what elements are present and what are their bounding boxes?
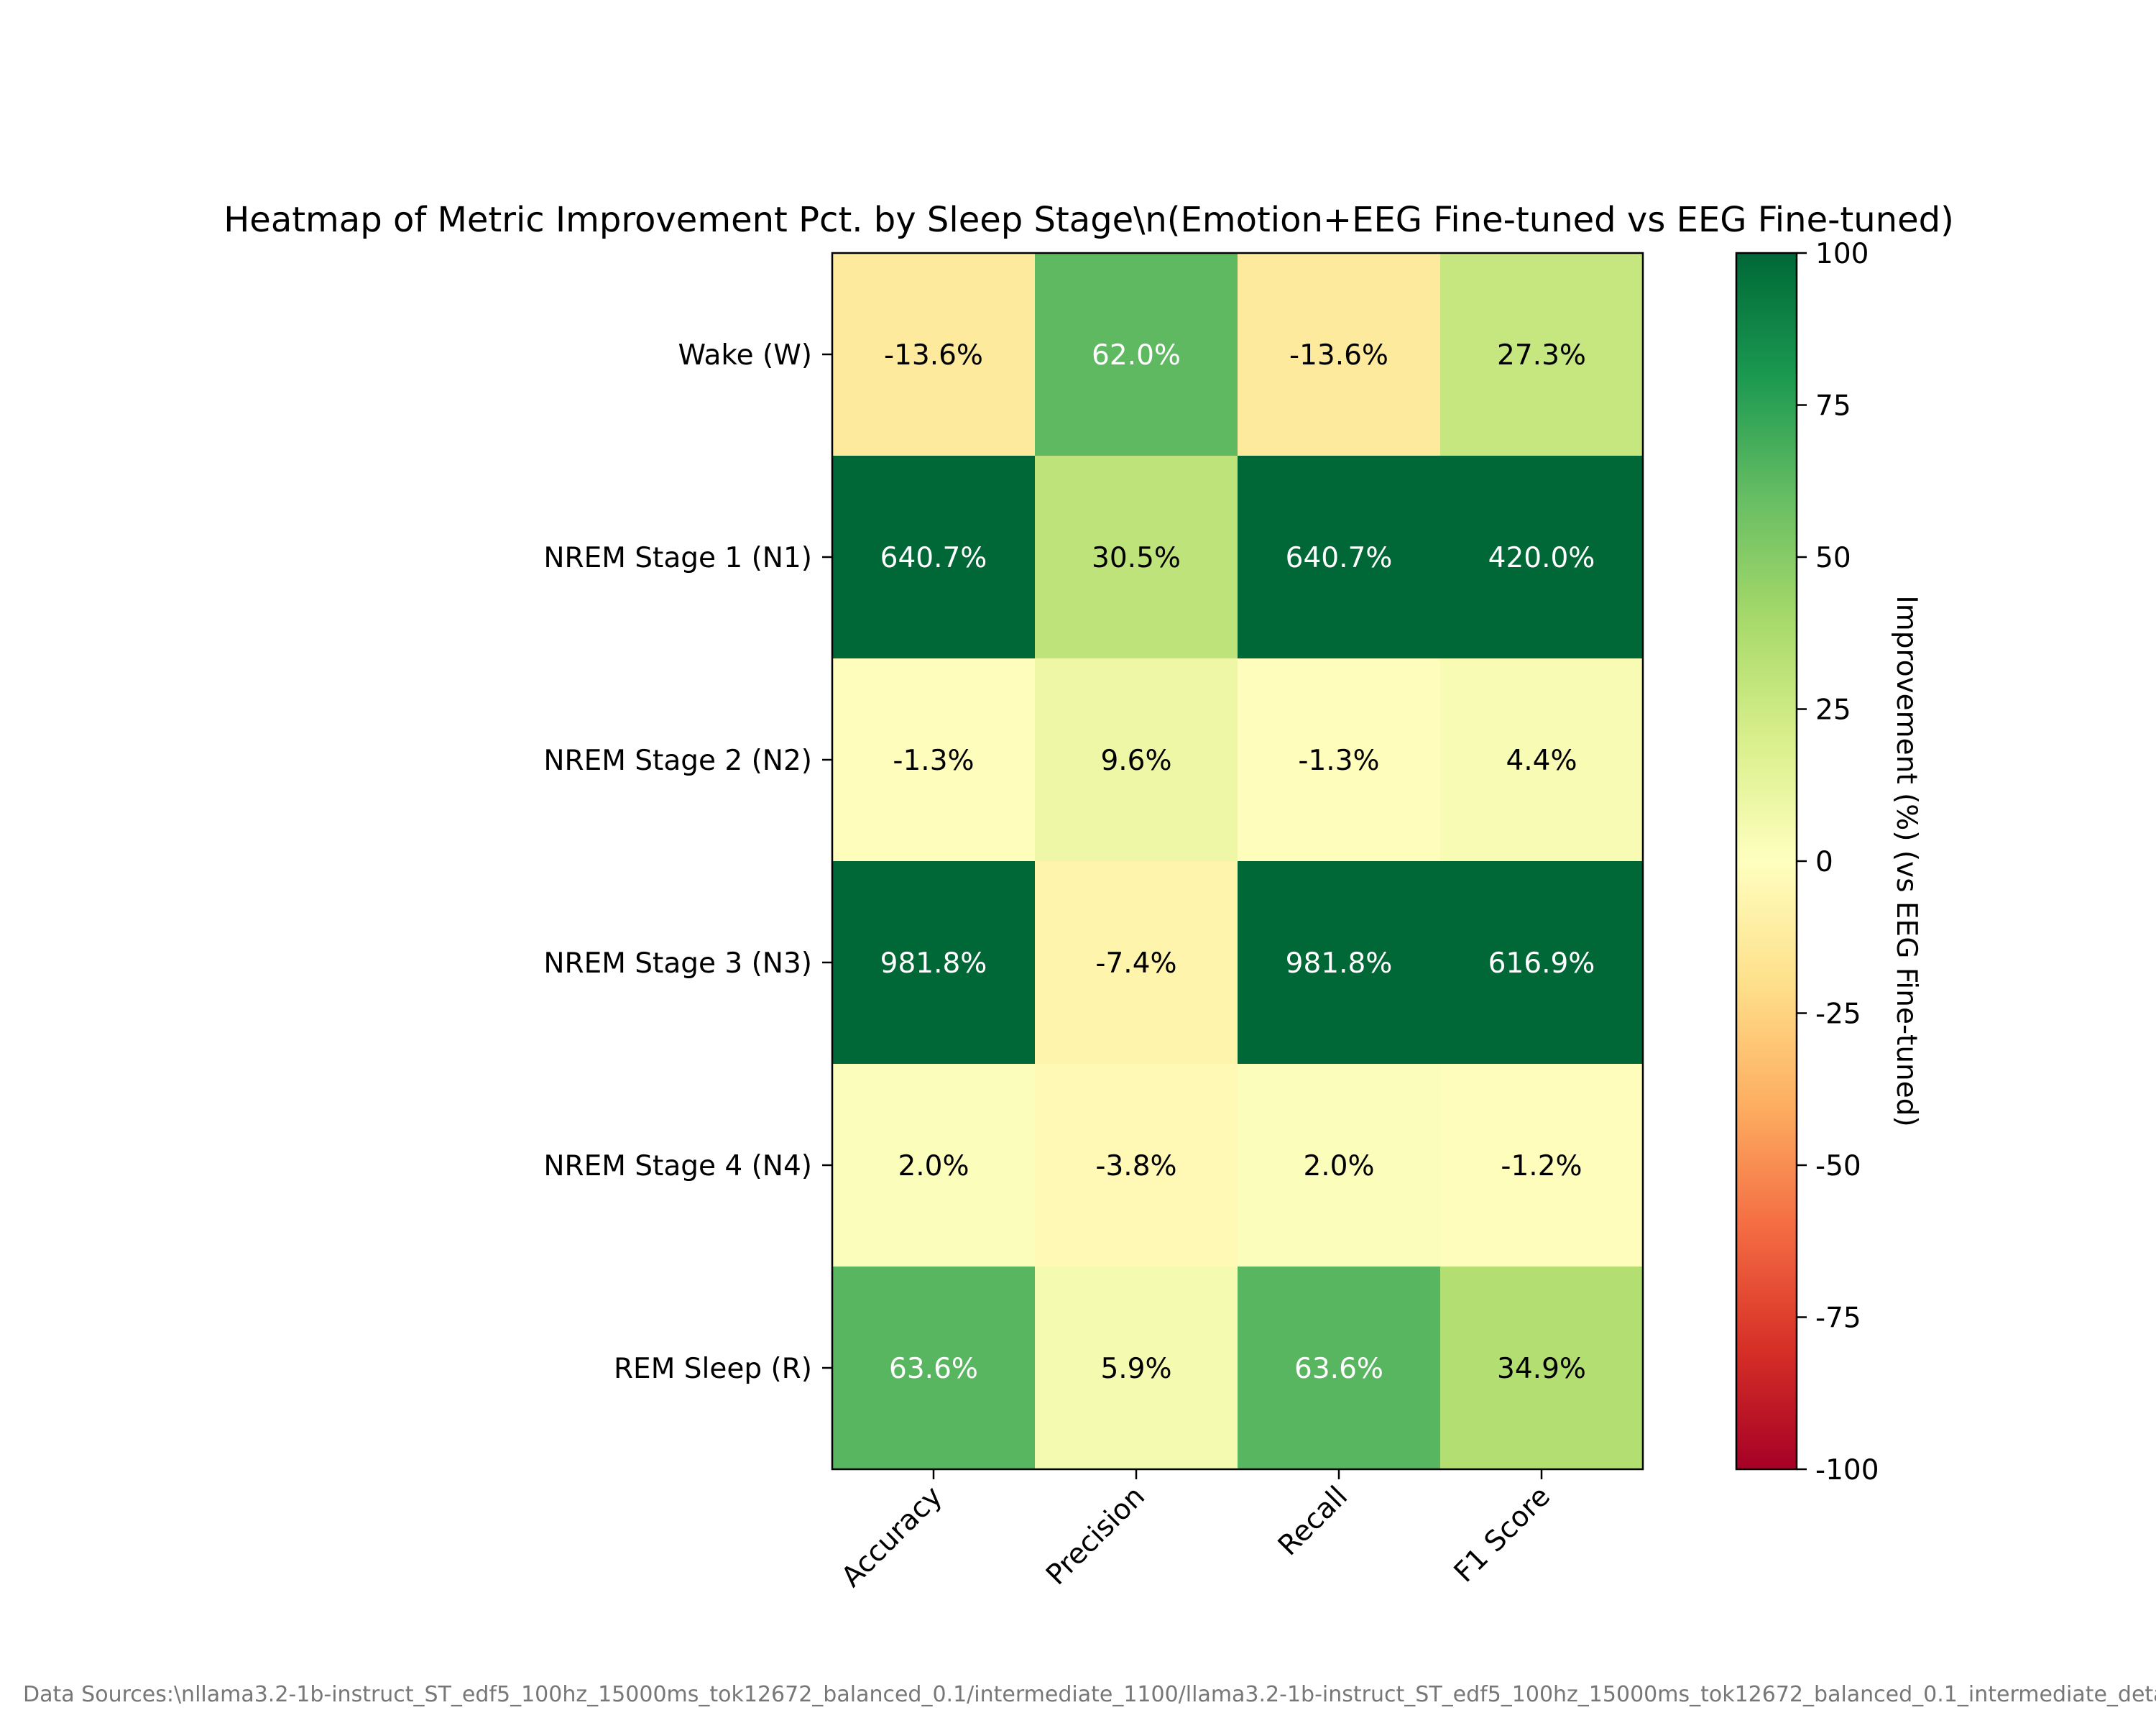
cell-value-label: 62.0%: [1092, 339, 1181, 372]
y-tick-label: NREM Stage 2 (N2): [543, 745, 812, 777]
cell-value-label: -1.3%: [893, 745, 974, 777]
y-tick-label: REM Sleep (R): [614, 1353, 812, 1385]
heatmap-cell: [1035, 1064, 1238, 1267]
heatmap-cell: [1238, 253, 1441, 456]
cell-value-label: -3.8%: [1095, 1150, 1176, 1182]
heatmap-cell: [1035, 456, 1238, 659]
x-tick-label: F1 Score: [1448, 1480, 1557, 1589]
heatmap-frame: [831, 252, 1644, 1471]
heatmap-cell: [832, 861, 1036, 1065]
colorbar-tick-label: 25: [1815, 694, 1851, 727]
heatmap-cell: [1035, 861, 1238, 1065]
y-tick-label: Wake (W): [678, 339, 812, 372]
heatmap-cell: [1035, 253, 1238, 456]
cell-value-label: 27.3%: [1497, 339, 1586, 372]
colorbar-tick-label: -75: [1815, 1302, 1861, 1335]
heatmap-cell: [1440, 253, 1644, 456]
heatmap-cell: [1035, 1267, 1238, 1470]
cell-value-label: 420.0%: [1488, 542, 1595, 574]
heatmap-cell: [832, 253, 1036, 456]
chart-title: Heatmap of Metric Improvement Pct. by Sl…: [224, 200, 1954, 240]
cell-value-label: -1.2%: [1501, 1150, 1582, 1182]
cell-value-label: 63.6%: [1294, 1353, 1383, 1385]
heatmap-cell: [1440, 658, 1644, 862]
colorbar-tick-label: -25: [1815, 998, 1861, 1031]
colorbar-tick-label: 50: [1815, 542, 1851, 574]
y-tick-label: NREM Stage 1 (N1): [543, 542, 812, 574]
cell-value-label: -7.4%: [1095, 947, 1176, 980]
heatmap-cell: [832, 1064, 1036, 1267]
heatmap-cell: [1035, 658, 1238, 862]
heatmap-cell: [1238, 456, 1441, 659]
y-tick-label: NREM Stage 4 (N4): [543, 1150, 812, 1182]
colorbar-gradient: [1736, 253, 1797, 1469]
cell-value-label: 981.8%: [1286, 947, 1393, 980]
cell-value-label: 30.5%: [1092, 542, 1181, 574]
heatmap-cell: [1238, 1267, 1441, 1470]
x-tick-label: Precision: [1040, 1480, 1151, 1591]
colorbar-label: Improvement (%) (vs EEG Fine-tuned): [1890, 595, 1922, 1126]
cell-value-label: 34.9%: [1497, 1353, 1586, 1385]
cell-value-label: 640.7%: [1286, 542, 1393, 574]
colorbar-tick-label: 0: [1815, 846, 1833, 878]
heatmap-cell: [1440, 1064, 1644, 1267]
heatmap-cell: [1238, 1064, 1441, 1267]
heatmap-cell: [1440, 861, 1644, 1065]
colorbar-tick-label: -100: [1815, 1454, 1879, 1486]
x-tick-label: Accuracy: [835, 1480, 949, 1594]
heatmap-cell: [1238, 861, 1441, 1065]
cell-value-label: 981.8%: [880, 947, 987, 980]
cell-value-label: 4.4%: [1506, 745, 1577, 777]
cell-value-label: -1.3%: [1298, 745, 1379, 777]
data-sources-footnote: Data Sources:\nllama3.2-1b-instruct_ST_e…: [23, 1682, 2156, 1707]
heatmap-cell: [1440, 1267, 1644, 1470]
y-tick-label: NREM Stage 3 (N3): [543, 947, 812, 980]
cell-value-label: 2.0%: [1303, 1150, 1374, 1182]
cell-value-label: 63.6%: [889, 1353, 978, 1385]
heatmap-cell: [1238, 658, 1441, 862]
heatmap-cell: [832, 1267, 1036, 1470]
cell-value-label: 2.0%: [898, 1150, 969, 1182]
colorbar-tick-label: 75: [1815, 390, 1851, 423]
cell-value-label: -13.6%: [1289, 339, 1388, 372]
cell-value-label: 616.9%: [1488, 947, 1595, 980]
cell-value-label: 9.6%: [1100, 745, 1171, 777]
heatmap-cell: [1440, 456, 1644, 659]
colorbar-tick-label: 100: [1815, 238, 1869, 270]
cell-value-label: -13.6%: [884, 339, 983, 372]
heatmap-cell: [832, 456, 1036, 659]
cell-value-label: 640.7%: [880, 542, 987, 574]
x-tick-label: Recall: [1272, 1480, 1354, 1562]
heatmap-cell: [832, 658, 1036, 862]
colorbar-tick-label: -50: [1815, 1150, 1861, 1182]
cell-value-label: 5.9%: [1100, 1353, 1171, 1385]
